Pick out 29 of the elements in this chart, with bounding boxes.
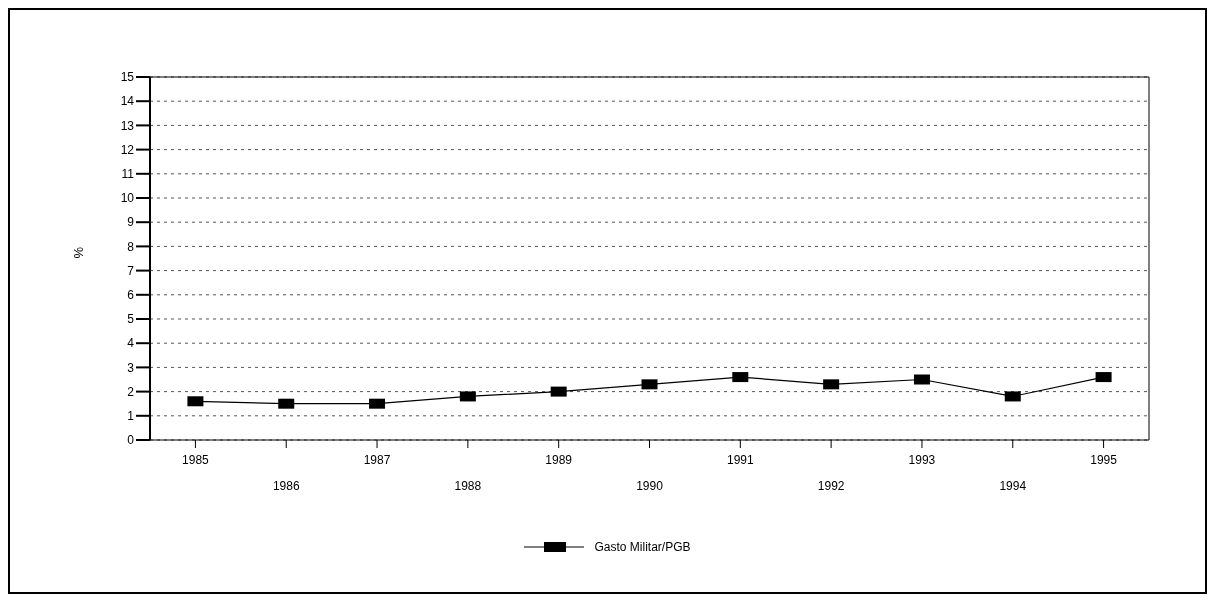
y-tick-label: 0: [127, 433, 135, 448]
y-tick-label: 15: [120, 70, 135, 85]
x-tick-label: 1987: [363, 453, 391, 467]
y-tick-label: 14: [120, 94, 135, 109]
y-tick-label: 8: [127, 239, 135, 254]
y-tick-label: 3: [127, 360, 135, 375]
legend-label: Gasto Militar/PGB: [594, 540, 691, 554]
x-tick-label: 1985: [182, 453, 210, 467]
y-tick-label: 5: [127, 312, 135, 327]
y-tick-label: 2: [127, 384, 135, 399]
x-tick-label: 1994: [999, 479, 1027, 493]
y-tick-label: 12: [120, 142, 135, 157]
x-tick-label: 1989: [545, 453, 573, 467]
x-tick-label: 1992: [817, 479, 845, 493]
x-tick-label: 1990: [636, 479, 664, 493]
x-tick-label: 1995: [1090, 453, 1118, 467]
y-tick-label: 13: [120, 118, 135, 133]
y-tick-label: 7: [127, 263, 135, 278]
y-axis-title: %: [70, 246, 86, 259]
x-tick-label: 1986: [272, 479, 300, 493]
y-tick-label: 1: [127, 409, 135, 424]
x-tick-label: 1988: [454, 479, 482, 493]
y-tick-label: 10: [120, 191, 135, 206]
y-tick-label: 11: [121, 167, 135, 182]
x-tick-label: 1993: [908, 453, 936, 467]
y-tick-label: 4: [127, 336, 135, 351]
y-tick-label: 6: [127, 288, 135, 303]
y-tick-label: 9: [127, 215, 135, 230]
x-tick-label: 1991: [726, 453, 754, 467]
